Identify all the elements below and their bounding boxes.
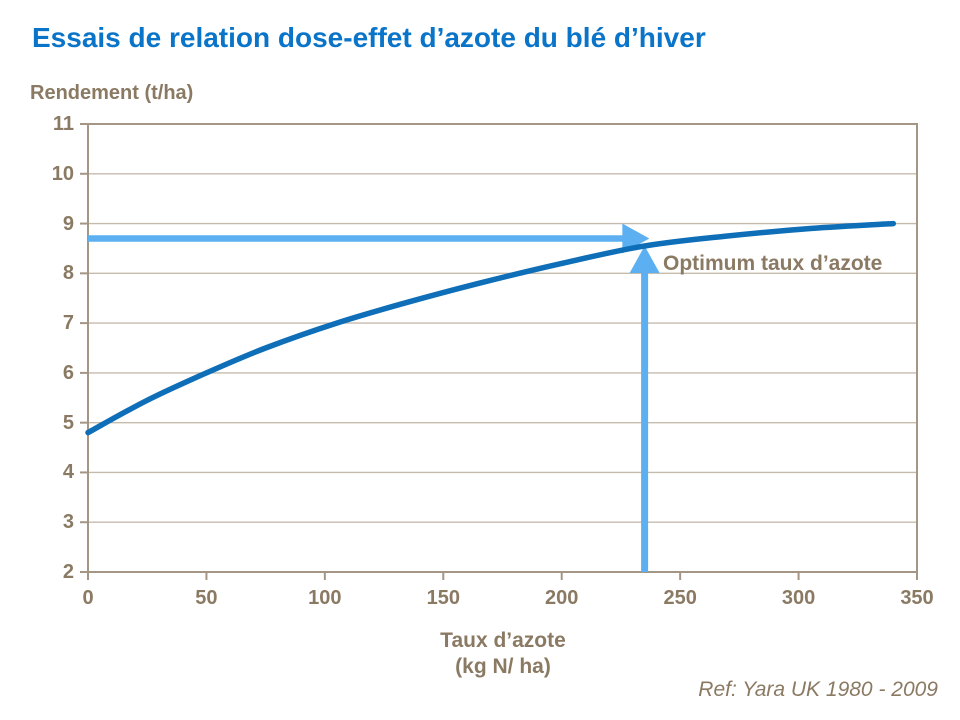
yield-curve	[85, 220, 897, 436]
y-tick-label: 9	[62, 212, 74, 235]
vertical-arrowhead	[629, 245, 660, 273]
x-tick-label: 150	[426, 587, 460, 609]
x-tick-label: 50	[195, 587, 218, 609]
y-tick-label: 5	[62, 411, 74, 434]
x-tick-label: 100	[308, 587, 342, 609]
x-tick-label: 350	[900, 587, 934, 609]
y-tick-label: 4	[62, 461, 74, 484]
x-axis-title-line2: (kg N/ ha)	[455, 655, 551, 678]
x-tick-label: 0	[82, 587, 94, 609]
y-axis-title: Rendement (t/ha)	[30, 82, 194, 104]
x-tick-label: 200	[545, 587, 579, 609]
x-tick-label: 300	[781, 587, 816, 609]
x-tick-label: 250	[663, 587, 697, 609]
axis-border	[87, 123, 918, 573]
y-tick-label: 10	[51, 162, 74, 185]
y-tick-label: 7	[62, 312, 74, 335]
chart-title: Essais de relation dose-effet d’azote du…	[32, 22, 706, 53]
optimum-annotation-label: Optimum taux d’azote	[663, 252, 883, 275]
chart-canvas	[80, 123, 918, 580]
x-axis-title: Taux d’azote (kg N/ ha)	[358, 628, 648, 680]
y-tick-label: 2	[62, 561, 74, 583]
x-axis-title-line1: Taux d’azote	[440, 629, 566, 652]
y-tick-label: 11	[52, 113, 74, 135]
y-tick-label: 6	[62, 361, 74, 384]
reference-text: Ref: Yara UK 1980 - 2009	[698, 678, 938, 701]
y-tick-label: 8	[62, 262, 74, 285]
y-tick-label: 3	[62, 511, 74, 534]
